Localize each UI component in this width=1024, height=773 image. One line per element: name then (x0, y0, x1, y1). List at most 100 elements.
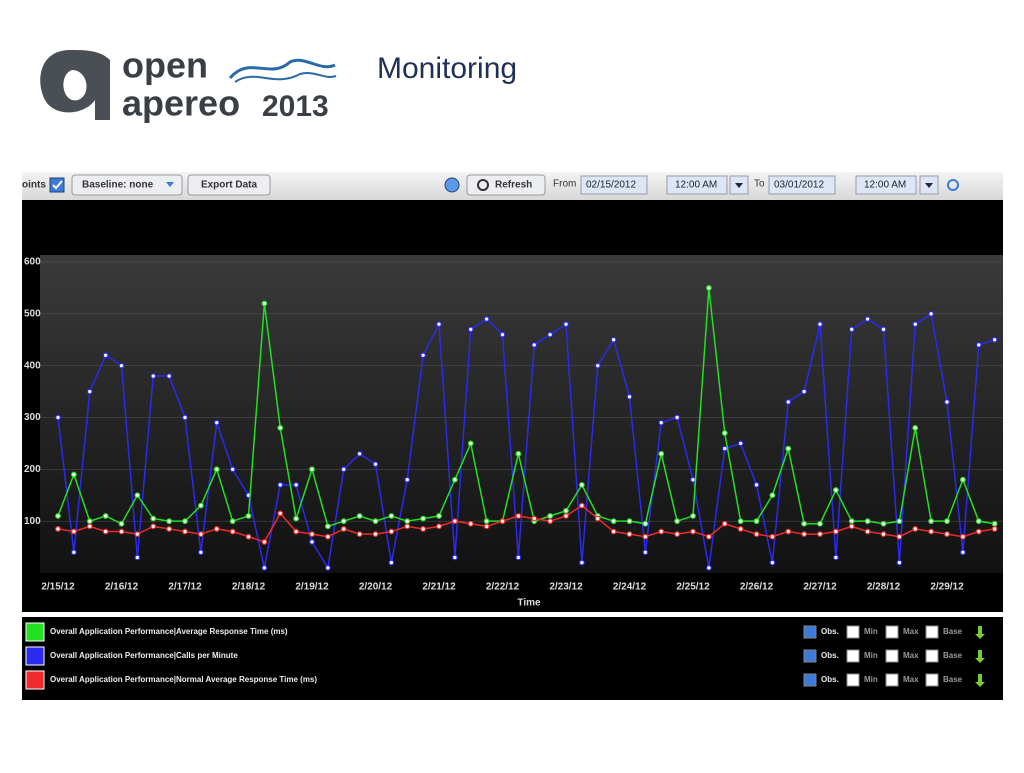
data-point (705, 564, 712, 571)
to-date[interactable] (768, 175, 836, 195)
data-point (55, 414, 61, 421)
data-point (594, 362, 601, 369)
to-time[interactable] (855, 175, 917, 195)
points-checkbox[interactable] (49, 177, 65, 193)
data-point (674, 531, 681, 538)
legend-checkbox[interactable] (885, 673, 899, 687)
data-point (340, 466, 347, 473)
legend-arrow[interactable] (975, 674, 985, 687)
legend-checkbox[interactable] (925, 625, 939, 639)
data-point (515, 450, 522, 457)
data-point (166, 373, 173, 379)
legend-swatch[interactable] (25, 646, 45, 666)
data-point (626, 518, 633, 525)
legend-swatch[interactable] (25, 670, 45, 690)
legend-option: Obs. (821, 651, 839, 660)
data-point (832, 487, 839, 493)
legend-checkbox[interactable] (803, 625, 817, 639)
data-point (944, 399, 950, 405)
data-point (610, 528, 617, 535)
x-tick-label: 2/16/12 (105, 582, 139, 593)
data-point (277, 424, 284, 431)
legend-swatch[interactable] (25, 622, 45, 642)
data-point (70, 528, 77, 535)
help-icon[interactable] (444, 177, 460, 193)
legend-entry: Overall Application Performance|Calls pe… (50, 651, 238, 660)
data-point (578, 481, 585, 488)
x-tick-label: 2/20/12 (359, 582, 393, 593)
data-point (737, 440, 744, 447)
reload-icon[interactable] (947, 179, 959, 191)
data-point (547, 513, 554, 519)
legend-checkbox[interactable] (846, 673, 860, 687)
data-point (451, 476, 458, 483)
x-tick-label: 2/22/12 (486, 582, 520, 593)
data-point (880, 520, 887, 527)
export-button[interactable] (187, 174, 271, 196)
data-point (896, 533, 903, 540)
from-time[interactable] (666, 175, 728, 195)
data-point (340, 526, 347, 532)
data-point (261, 300, 268, 307)
data-point (944, 518, 950, 525)
data-point (658, 528, 665, 535)
data-point (483, 523, 490, 530)
data-point (197, 549, 204, 556)
legend-checkbox[interactable] (925, 649, 939, 663)
legend-arrow[interactable] (975, 650, 985, 663)
legend-entry: Overall Application Performance|Average … (50, 627, 288, 636)
data-point (515, 513, 522, 519)
legend-checkbox[interactable] (803, 673, 817, 687)
data-point (182, 414, 188, 421)
data-point (928, 310, 935, 317)
from-label: From (553, 179, 576, 190)
x-tick-label: 2/23/12 (549, 582, 583, 593)
data-point (753, 518, 760, 525)
data-point (70, 549, 77, 556)
data-point (832, 528, 839, 535)
logo-year: 2013 (262, 90, 329, 123)
data-point (293, 481, 300, 488)
from-time-text: 12:00 AM (675, 180, 717, 191)
x-tick-label: 2/15/12 (41, 582, 75, 593)
data-point (436, 321, 442, 328)
logo-open: open (122, 45, 208, 86)
to-date-text: 03/01/2012 (774, 180, 824, 191)
data-point (436, 523, 442, 530)
data-point (880, 531, 887, 538)
legend-option: Obs. (821, 675, 839, 684)
data-point (404, 476, 411, 483)
data-point (261, 564, 268, 571)
baseline-button[interactable] (71, 174, 183, 196)
data-point (959, 533, 966, 540)
x-tick-label: 2/25/12 (676, 582, 710, 593)
data-point (880, 326, 887, 333)
data-point (134, 531, 141, 538)
data-point (801, 388, 808, 395)
data-point (55, 513, 61, 519)
data-point (531, 342, 538, 348)
data-point (499, 331, 506, 338)
from-date[interactable] (580, 175, 648, 195)
legend-checkbox[interactable] (885, 649, 899, 663)
data-point (721, 445, 728, 452)
legend-checkbox[interactable] (846, 649, 860, 663)
data-point (610, 518, 617, 525)
data-point (499, 518, 506, 525)
legend-checkbox[interactable] (885, 625, 899, 639)
refresh-button[interactable] (466, 174, 546, 196)
legend-checkbox[interactable] (846, 625, 860, 639)
x-tick-label: 2/19/12 (295, 582, 329, 593)
legend-option: Max (903, 675, 919, 684)
data-point (182, 528, 188, 535)
data-point (896, 559, 903, 566)
legend-checkbox[interactable] (925, 673, 939, 687)
data-point (801, 520, 808, 527)
legend-arrow[interactable] (975, 626, 985, 639)
legend-checkbox[interactable] (803, 649, 817, 663)
data-point (626, 393, 633, 400)
data-point (991, 526, 998, 532)
y-tick-label: 600 (24, 257, 41, 268)
data-point (166, 526, 173, 532)
data-point (848, 523, 855, 530)
